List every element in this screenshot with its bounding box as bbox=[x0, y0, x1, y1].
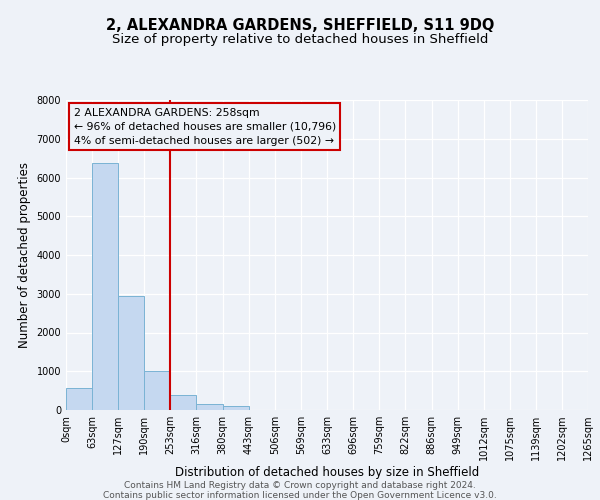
Text: 2, ALEXANDRA GARDENS, SHEFFIELD, S11 9DQ: 2, ALEXANDRA GARDENS, SHEFFIELD, S11 9DQ bbox=[106, 18, 494, 32]
Bar bbox=[92, 163, 118, 410]
Bar bbox=[223, 406, 249, 410]
Text: Size of property relative to detached houses in Sheffield: Size of property relative to detached ho… bbox=[112, 32, 488, 46]
X-axis label: Distribution of detached houses by size in Sheffield: Distribution of detached houses by size … bbox=[175, 466, 479, 479]
Text: Contains public sector information licensed under the Open Government Licence v3: Contains public sector information licen… bbox=[103, 491, 497, 500]
Bar bbox=[196, 404, 223, 410]
Bar bbox=[66, 388, 92, 410]
Bar bbox=[118, 296, 145, 410]
Bar bbox=[170, 395, 196, 410]
Bar bbox=[145, 371, 170, 410]
Text: 2 ALEXANDRA GARDENS: 258sqm
← 96% of detached houses are smaller (10,796)
4% of : 2 ALEXANDRA GARDENS: 258sqm ← 96% of det… bbox=[74, 108, 336, 146]
Text: Contains HM Land Registry data © Crown copyright and database right 2024.: Contains HM Land Registry data © Crown c… bbox=[124, 481, 476, 490]
Y-axis label: Number of detached properties: Number of detached properties bbox=[18, 162, 31, 348]
